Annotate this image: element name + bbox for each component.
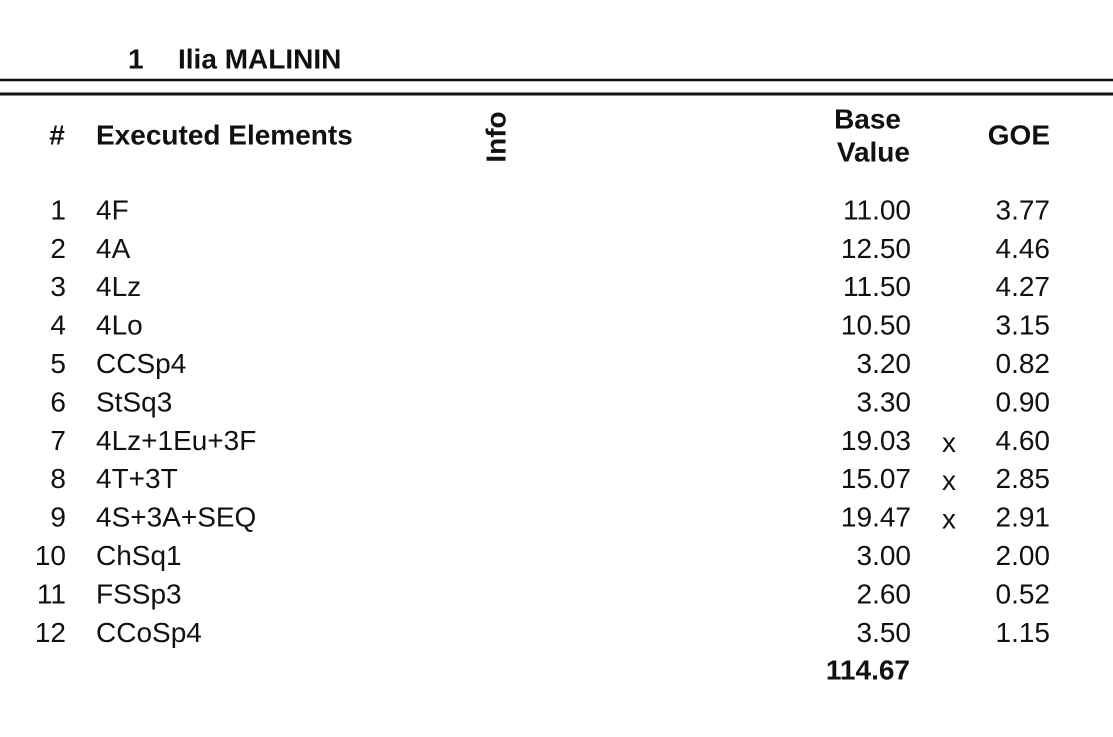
base-value: 11.50 — [843, 271, 911, 302]
element: ChSq1 — [96, 540, 182, 571]
row-number: 6 — [50, 386, 66, 417]
element: 4A — [96, 233, 131, 264]
base-value: 3.20 — [857, 348, 912, 379]
base-value: 3.00 — [857, 540, 912, 571]
rank: 1 — [128, 43, 144, 74]
goe: 0.90 — [996, 386, 1051, 417]
base-value: 3.30 — [857, 386, 912, 417]
row-number: 7 — [50, 425, 66, 456]
goe: 2.00 — [996, 540, 1051, 571]
goe: 1.15 — [996, 617, 1051, 648]
total: 114.67 — [826, 654, 910, 685]
element: 4S+3A+SEQ — [96, 502, 256, 533]
col-number: # — [49, 119, 65, 150]
row-number: 12 — [35, 617, 66, 648]
base-value: 15.07 — [841, 463, 911, 494]
element: 4Lz — [96, 271, 141, 302]
row-number: 4 — [50, 310, 66, 341]
element: 4Lo — [96, 310, 143, 341]
element: 4F — [96, 194, 129, 225]
row-number: 10 — [35, 540, 66, 571]
row-number: 5 — [50, 348, 66, 379]
goe: 0.82 — [996, 348, 1051, 379]
base-value: 11.00 — [843, 194, 911, 225]
element: CCoSp4 — [96, 617, 202, 648]
element: FSSp3 — [96, 578, 182, 609]
row-number: 2 — [50, 233, 66, 264]
goe: 4.60 — [996, 425, 1051, 456]
col-goe: GOE — [988, 119, 1050, 150]
goe: 2.85 — [996, 463, 1051, 494]
base-value: 3.50 — [857, 617, 912, 648]
row-number: 8 — [50, 463, 66, 494]
col-element: Executed Elements — [96, 119, 353, 150]
element: StSq3 — [96, 386, 172, 417]
element: 4T+3T — [96, 463, 178, 494]
goe: 4.27 — [996, 271, 1051, 302]
col-base: Base — [834, 103, 901, 134]
base-value: 12.50 — [841, 233, 911, 264]
element: CCSp4 — [96, 348, 186, 379]
skater-name: Ilia MALININ — [178, 43, 341, 74]
bonus-mark: x — [942, 427, 956, 458]
element: 4Lz+1Eu+3F — [96, 425, 256, 456]
goe: 3.15 — [996, 310, 1051, 341]
goe: 2.91 — [996, 502, 1051, 533]
row-number: 11 — [37, 578, 66, 609]
row-number: 9 — [50, 502, 66, 533]
bonus-mark: x — [942, 504, 956, 535]
col-info: Info — [480, 111, 511, 162]
col-base: Value — [837, 136, 910, 167]
row-number: 1 — [50, 194, 66, 225]
base-value: 2.60 — [857, 578, 912, 609]
row-number: 3 — [50, 271, 66, 302]
goe: 4.46 — [996, 233, 1051, 264]
goe: 3.77 — [996, 194, 1051, 225]
goe: 0.52 — [996, 578, 1051, 609]
base-value: 19.03 — [841, 425, 911, 456]
bonus-mark: x — [942, 465, 956, 496]
base-value: 10.50 — [841, 310, 911, 341]
base-value: 19.47 — [841, 502, 911, 533]
